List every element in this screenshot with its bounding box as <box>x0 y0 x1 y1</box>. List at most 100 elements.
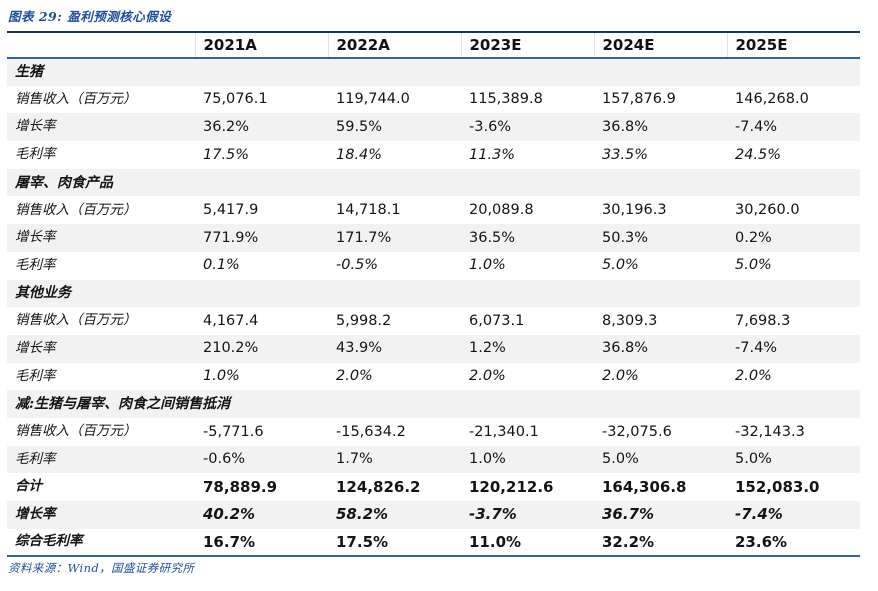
cell-value <box>594 390 727 418</box>
table-row: 毛利率 1.0% 2.0% 2.0% 2.0% 2.0% <box>7 363 860 391</box>
cell-value <box>195 280 328 308</box>
row-label: 销售收入（百万元） <box>15 90 137 107</box>
cell-value: 30,196.3 <box>602 202 667 219</box>
figure-title: 图表 29: 盈利预测核心假设 <box>8 9 172 24</box>
cell-value: 1.7% <box>336 451 373 468</box>
cell-value: -5,771.6 <box>203 423 264 440</box>
row-label: 增长率 <box>15 506 56 523</box>
row-label: 减:生猪与屠宰、肉食之间销售抵消 <box>15 396 231 413</box>
cell-value: 8,309.3 <box>602 312 658 329</box>
cell-value: 17.5% <box>203 146 250 163</box>
cell-value: 24.5% <box>735 146 782 163</box>
table-row: 销售收入（百万元） 4,167.4 5,998.2 6,073.1 8,309.3 7,6… <box>7 307 860 335</box>
cell-value <box>594 169 727 197</box>
table-row: 销售收入（百万元） 5,417.9 14,718.1 20,089.8 30,196.3… <box>7 196 860 224</box>
cell-value: 5,417.9 <box>203 202 259 219</box>
cell-value: 7,698.3 <box>735 312 791 329</box>
row-label: 屠宰、肉食产品 <box>15 174 113 191</box>
cell-value: 36.5% <box>469 229 516 246</box>
cell-value: 157,876.9 <box>602 91 676 108</box>
cell-value: 14,718.1 <box>336 202 401 219</box>
row-label: 销售收入（百万元） <box>15 423 137 440</box>
header-label-cell <box>7 32 195 58</box>
cell-value: 50.3% <box>602 229 649 246</box>
cell-value: -21,340.1 <box>469 423 539 440</box>
table-row: 合计 78,889.9 124,826.2 120,212.6 164,306.8 152… <box>7 473 860 501</box>
row-label: 毛利率 <box>15 146 56 163</box>
source-note: 资料来源：Wind，国盛证券研究所 <box>8 561 195 575</box>
row-label: 毛利率 <box>15 367 56 384</box>
cell-value: 0.2% <box>735 229 772 246</box>
cell-value: 2.0% <box>336 368 373 385</box>
cell-value: 1.0% <box>469 451 506 468</box>
cell-value: 36.2% <box>203 118 250 135</box>
cell-value: -0.6% <box>203 451 246 468</box>
cell-value: 2.0% <box>735 368 772 385</box>
cell-value <box>195 58 328 86</box>
row-label: 增长率 <box>15 229 56 246</box>
cell-value: 33.5% <box>602 146 649 163</box>
table-row: 毛利率 17.5% 18.4% 11.3% 33.5% 24.5% <box>7 141 860 169</box>
section-header-row: 生猪 <box>7 58 860 86</box>
table-row: 增长率 210.2% 43.9% 1.2% 36.8% -7.4% <box>7 334 860 363</box>
row-label: 生猪 <box>15 64 43 81</box>
cell-value: 11.0% <box>469 532 522 551</box>
cell-value: 36.8% <box>602 118 649 135</box>
cell-value: -3.7% <box>469 505 517 524</box>
cell-value <box>594 58 727 86</box>
cell-value: 115,389.8 <box>469 91 543 108</box>
table-row: 增长率 771.9% 171.7% 36.5% 50.3% 0.2% <box>7 224 860 252</box>
cell-value: 58.2% <box>336 505 389 524</box>
cell-value <box>328 390 461 418</box>
row-label: 销售收入（百万元） <box>15 201 137 218</box>
cell-value: 36.8% <box>602 340 649 357</box>
table-header-row: 2021A 2022A 2023E 2024E 2025E <box>7 32 860 58</box>
cell-value: 6,073.1 <box>469 312 525 329</box>
cell-value: 23.6% <box>735 532 788 551</box>
cell-value: 164,306.8 <box>602 477 687 496</box>
cell-value: 146,268.0 <box>735 91 809 108</box>
section-header-row: 减:生猪与屠宰、肉食之间销售抵消 <box>7 390 860 418</box>
cell-value: -32,143.3 <box>735 423 805 440</box>
forecast-table: 2021A 2022A 2023E 2024E 2025E 生猪销售收入（百万元… <box>7 31 860 557</box>
cell-value: 5.0% <box>602 451 639 468</box>
cell-value <box>328 58 461 86</box>
section-header-row: 屠宰、肉食产品 <box>7 168 860 197</box>
cell-value <box>195 169 328 197</box>
column-header-2023e: 2023E <box>460 32 594 58</box>
cell-value: 5.0% <box>735 257 772 274</box>
cell-value: 771.9% <box>203 229 259 246</box>
cell-value <box>461 58 594 86</box>
table-row: 毛利率 -0.6% 1.7% 1.0% 5.0% 5.0% <box>7 445 860 474</box>
cell-value: 124,826.2 <box>336 477 421 496</box>
cell-value <box>594 280 727 308</box>
cell-value: 4,167.4 <box>203 312 259 329</box>
cell-value: 1.0% <box>469 257 506 274</box>
cell-value: 75,076.1 <box>203 91 268 108</box>
cell-value: 36.7% <box>602 505 655 524</box>
cell-value: 5,998.2 <box>336 312 392 329</box>
table-row: 销售收入（百万元） -5,771.6 -15,634.2 -21,340.1 -32,0… <box>7 418 860 446</box>
table-row: 综合毛利率 16.7% 17.5% 11.0% 32.2% 23.6% <box>7 529 860 557</box>
row-label: 毛利率 <box>15 450 56 467</box>
cell-value: 5.0% <box>602 257 639 274</box>
table-row: 销售收入（百万元） 75,076.1 119,744.0 115,389.8 157,8… <box>7 86 860 114</box>
cell-value: 210.2% <box>203 340 259 357</box>
cell-value: 152,083.0 <box>735 477 820 496</box>
cell-value <box>727 169 860 197</box>
cell-value: -0.5% <box>336 257 379 274</box>
cell-value <box>328 169 461 197</box>
cell-value: -32,075.6 <box>602 423 672 440</box>
cell-value: 32.2% <box>602 532 655 551</box>
cell-value: 59.5% <box>336 118 383 135</box>
column-header-2024e: 2024E <box>593 32 727 58</box>
table-body: 生猪 销售收入（百万元） 75,076.1 119,744.0 115,389.8 157… <box>7 58 860 557</box>
section-header-row: 其他业务 <box>7 279 860 308</box>
column-header-2021a: 2021A <box>194 32 328 58</box>
cell-value <box>727 280 860 308</box>
row-label: 综合毛利率 <box>15 533 83 550</box>
cell-value: 1.2% <box>469 340 506 357</box>
cell-value: -15,634.2 <box>336 423 406 440</box>
cell-value: 78,889.9 <box>203 477 278 496</box>
cell-value: 20,089.8 <box>469 202 534 219</box>
